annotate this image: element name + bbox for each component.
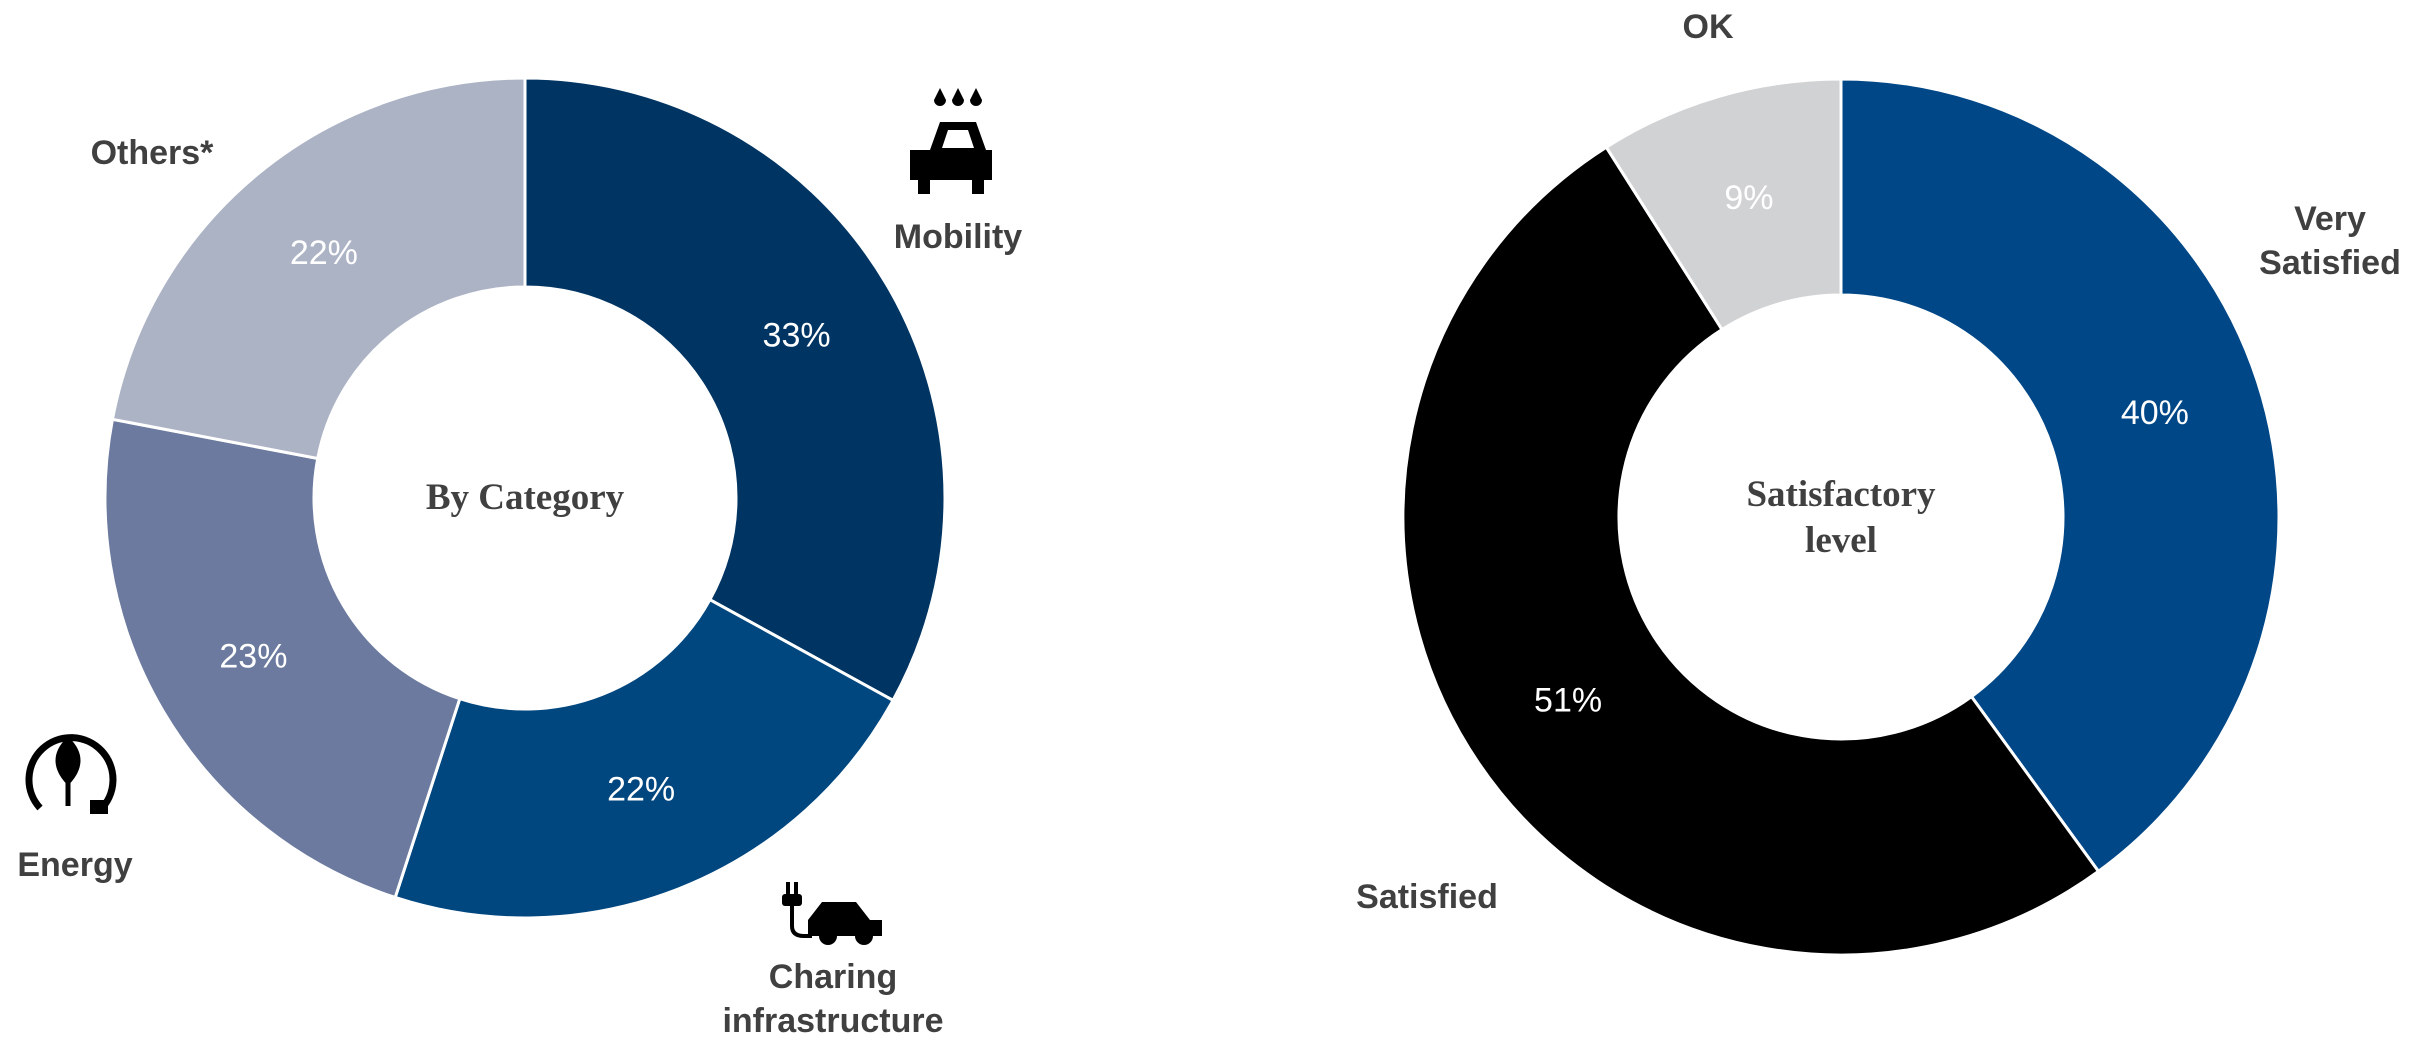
category-label: Energy — [17, 846, 133, 884]
center-label: Satisfactory level — [1746, 474, 1936, 562]
center-label: By Category — [425, 477, 625, 518]
value-label: 23% — [219, 638, 287, 676]
category-label: Satisfied — [1356, 878, 1498, 916]
category-label: Mobility — [893, 218, 1023, 256]
category-label: Charing infrastructure — [722, 958, 944, 1040]
donut-segment — [1839, 77, 2281, 874]
value-label: 51% — [1534, 681, 1602, 719]
category-label: Others* — [90, 134, 214, 172]
donut-segment — [1401, 145, 2101, 957]
value-label: 22% — [607, 770, 675, 808]
mobility-icon — [910, 88, 992, 194]
category-label: OK — [1682, 8, 1734, 46]
donut-segment — [103, 417, 462, 900]
value-label: 9% — [1724, 179, 1773, 217]
value-label: 40% — [2121, 394, 2189, 432]
energy-icon — [25, 734, 117, 814]
donut-segment — [110, 76, 527, 461]
donut-segment — [1604, 77, 1843, 332]
value-label: 33% — [763, 316, 831, 354]
charging-icon — [782, 882, 882, 945]
category-label: Very Satisfied — [2259, 200, 2401, 283]
donut-segment — [523, 76, 947, 703]
value-label: 22% — [290, 234, 358, 272]
donut-segment — [393, 597, 896, 920]
